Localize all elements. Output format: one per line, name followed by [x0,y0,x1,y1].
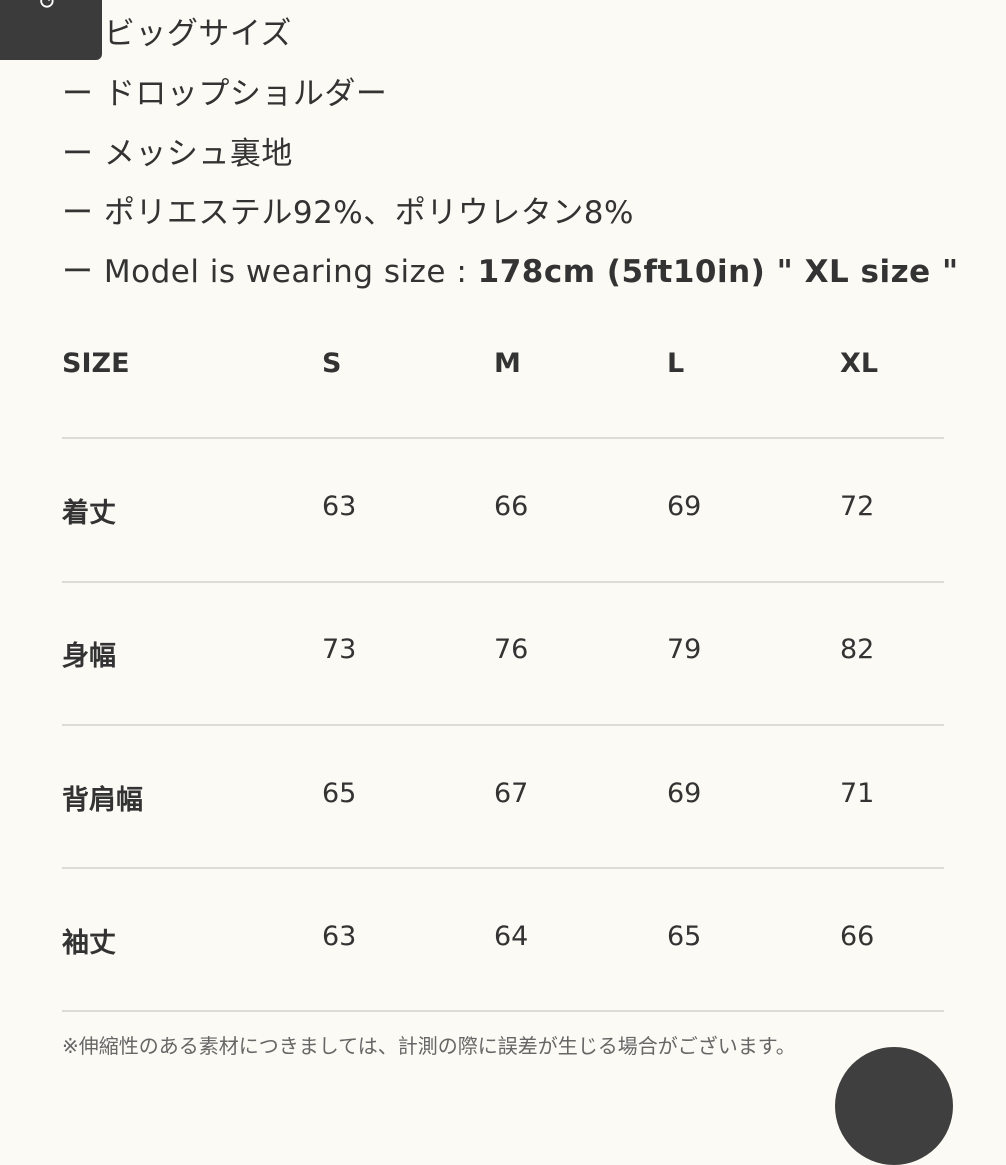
feature-2: ー ドロップショルダー [62,76,388,112]
row-divider [62,437,944,439]
model-size-prefix: ー Model is wearing size : [62,254,478,290]
table-row-cell: 73 [322,634,357,666]
row-divider [62,1010,944,1012]
model-size-line: ー Model is wearing size : 178cm (5ft10in… [62,246,959,291]
back-button[interactable]: ↺ [0,0,102,60]
table-row-cell: 背肩幅 [62,784,143,816]
table-row-cell: 69 [667,777,702,809]
table-row-cell: 66 [840,920,875,952]
table-row-cell: 着丈 [62,498,116,529]
row-divider [62,581,944,583]
table-row-cell: 71 [840,777,875,809]
header-cell: S [322,348,342,379]
table-row-cell: 67 [494,777,529,809]
model-size-value: 178cm (5ft10in) " XL size " [477,254,959,290]
measurement-note: ※伸縮性のある素材につきましては、計測の際に誤差が生じる場合がございます。 [62,1034,796,1058]
header-cell: SIZE [62,348,130,379]
table-row-cell: 72 [840,491,875,522]
back-icon: ↺ [38,0,57,15]
table-row-cell: 66 [494,491,529,522]
feature-3: ー メッシュ裏地 [62,136,293,172]
header-cell: L [667,348,685,379]
table-row-cell: 76 [494,634,529,666]
feature-4: ー ポリエステル92%、ポリウレタン8% [62,195,634,231]
table-row-cell: 袖丈 [62,927,116,959]
header-cell: M [494,348,521,379]
header-cell: XL [840,348,879,379]
table-row-cell: 63 [322,920,357,952]
table-row-cell: 65 [322,777,357,809]
table-row-cell: 63 [322,491,357,522]
table-row-cell: 82 [840,634,875,666]
row-divider [62,724,944,726]
floating-action-button[interactable] [835,1047,953,1165]
row-divider [62,867,944,869]
table-row-cell: 69 [667,491,702,522]
table-row-cell: 身幅 [62,641,116,673]
table-row-cell: 64 [494,920,529,952]
table-row-cell: 79 [667,634,702,666]
table-row-cell: 65 [667,920,702,952]
